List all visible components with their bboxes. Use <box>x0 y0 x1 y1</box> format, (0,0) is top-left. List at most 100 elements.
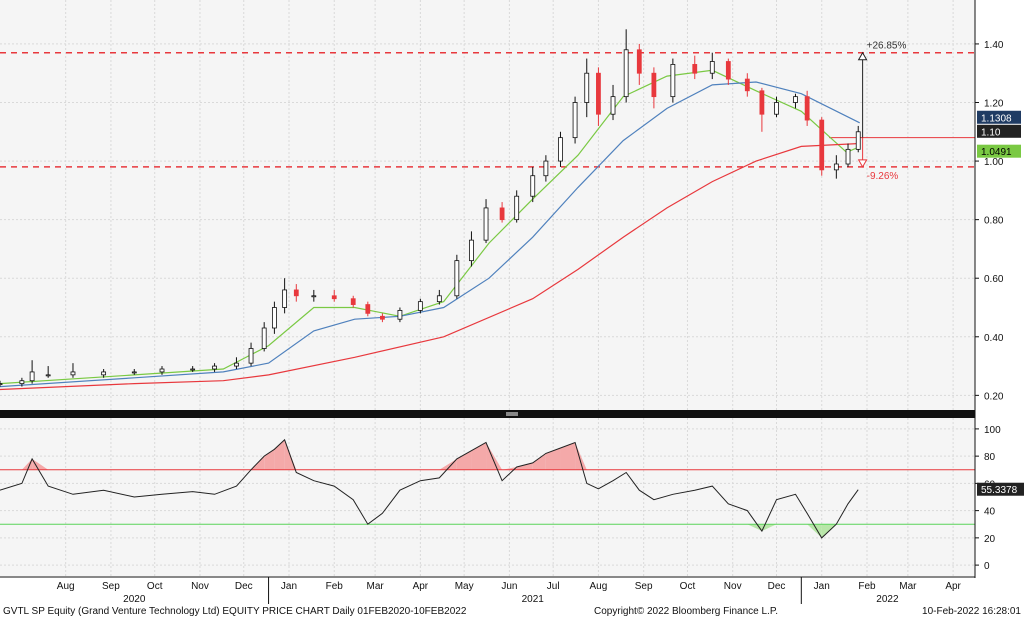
price-value-label-text: 1.1308 <box>981 113 1012 124</box>
candle-body <box>558 137 563 162</box>
price-value-label-box <box>977 124 1021 138</box>
candle-body <box>248 348 254 364</box>
candle-body <box>311 295 317 298</box>
candle-body <box>709 61 715 74</box>
candle-body <box>759 90 765 115</box>
month-tick-label: Feb <box>326 581 344 592</box>
candle-body <box>572 102 578 139</box>
candle-body <box>45 374 51 377</box>
indicator-tick-label: 100 <box>984 425 1001 436</box>
candle-body <box>596 72 601 115</box>
indicator-series-line <box>0 438 859 539</box>
footer-copyright-text: Copyright© 2022 Bloomberg Finance L.P. <box>594 606 778 617</box>
downside-arrow-head <box>857 159 868 168</box>
price-value-label-text: 1.10 <box>981 127 1001 138</box>
month-tick-label: Apr <box>945 581 961 592</box>
axes-layer: 0.200.400.600.801.001.201.40020406080100… <box>0 0 1004 605</box>
overbought-shading <box>560 442 576 470</box>
price-value-label-box <box>977 110 1021 124</box>
upside-percent-annotation: +26.85% <box>867 41 907 52</box>
price-value-label-text: 1.0491 <box>981 147 1012 158</box>
indicator-tick-label: 40 <box>984 507 996 518</box>
candle-body <box>70 371 76 376</box>
candle-body <box>436 295 442 303</box>
grid-layer <box>0 0 975 576</box>
candle-body <box>234 362 239 367</box>
candle-body <box>293 289 299 297</box>
month-tick-label: May <box>455 581 474 592</box>
panel-divider-handle[interactable] <box>506 412 518 416</box>
overbought-shading <box>471 442 487 470</box>
month-tick-label: Mar <box>366 581 384 592</box>
overbought-shading <box>486 442 503 470</box>
moving-average-line <box>0 142 860 391</box>
candle-body <box>469 239 474 262</box>
candle-body <box>159 368 165 373</box>
price-tick-label: 0.60 <box>984 274 1004 285</box>
month-tick-label: Sep <box>635 581 653 592</box>
candle-body <box>282 289 288 308</box>
candle-body <box>331 295 337 300</box>
indicator-tick-label: 80 <box>984 452 996 463</box>
candle-body <box>543 160 549 177</box>
indicator-value-label-text: 55.3378 <box>981 485 1018 496</box>
indicator-value-label-box <box>977 482 1024 496</box>
value-labels-layer: 1.1308 1.10 1.0491 55.3378 <box>977 110 1024 496</box>
overbought-shading <box>502 467 517 470</box>
candle-body <box>261 327 267 349</box>
overbought-shading <box>532 453 546 470</box>
footer-timestamp-text: 10-Feb-2022 16:28:01 <box>922 606 1021 617</box>
indicator-tick-label: 0 <box>984 561 990 572</box>
candle-body <box>417 301 423 311</box>
candle-body <box>365 304 371 314</box>
month-tick-label: Dec <box>768 581 786 592</box>
month-tick-label: Jun <box>501 581 517 592</box>
candle-body <box>670 64 676 98</box>
overbought-shading <box>545 447 561 470</box>
reference-lines-layer: +26.85% -9.26% <box>0 41 975 182</box>
candle-body <box>499 207 505 221</box>
candle-body <box>350 298 356 305</box>
candle-body <box>29 371 35 382</box>
indicator-tick-label: 20 <box>984 534 996 545</box>
candle-body <box>380 315 385 320</box>
month-tick-label: Sep <box>102 581 120 592</box>
candle-body <box>833 163 839 171</box>
oversold-shading <box>807 524 822 538</box>
month-tick-label: Feb <box>858 581 876 592</box>
overbought-shading <box>264 449 275 470</box>
candle-body <box>692 64 698 74</box>
month-tick-label: Jul <box>547 581 560 592</box>
candle-body <box>793 96 798 103</box>
indicator-layer <box>0 438 975 539</box>
candle-body <box>514 195 520 221</box>
month-tick-label: Oct <box>680 581 696 592</box>
indicator-panel-background <box>0 418 975 576</box>
price-tick-label: 0.40 <box>984 333 1004 344</box>
downside-percent-annotation: -9.26% <box>867 171 899 182</box>
panel-divider[interactable] <box>0 410 975 418</box>
candle-body <box>651 72 657 98</box>
month-tick-label: Nov <box>191 581 209 592</box>
oversold-shading <box>761 524 777 532</box>
year-tick-label: 2022 <box>876 594 899 605</box>
year-tick-label: 2021 <box>522 594 545 605</box>
candle-body <box>212 365 217 370</box>
candle-body <box>610 96 616 115</box>
overbought-shading <box>32 458 49 470</box>
price-tick-label: 1.00 <box>984 157 1004 168</box>
moving-average-line <box>0 81 860 388</box>
candle-body <box>530 175 536 197</box>
candle-body <box>0 383 3 386</box>
month-tick-label: Aug <box>590 581 608 592</box>
candle-body <box>855 131 861 150</box>
candle-body <box>19 380 25 385</box>
price-panel-background <box>0 0 975 410</box>
month-tick-label: Jan <box>814 581 830 592</box>
candle-body <box>101 371 107 376</box>
footer-left-text: GVTL SP Equity (Grand Venture Technology… <box>3 606 467 617</box>
month-tick-label: Jan <box>281 581 297 592</box>
candlesticks-layer <box>0 29 861 387</box>
